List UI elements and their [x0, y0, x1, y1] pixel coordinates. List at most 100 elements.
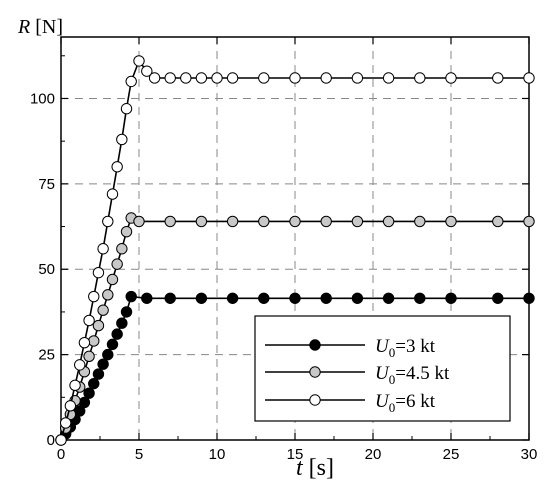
- legend-entry: U0=6 kt: [375, 391, 436, 415]
- data-point: [523, 215, 535, 228]
- legend-marker: [309, 339, 321, 351]
- data-point: [141, 292, 153, 304]
- legend-marker: [309, 366, 321, 378]
- x-tick-label: 30: [521, 446, 538, 463]
- data-point: [445, 215, 457, 228]
- data-point: [445, 292, 457, 304]
- data-point: [92, 319, 105, 332]
- y-tick-label: 75: [38, 176, 55, 193]
- data-point: [180, 72, 192, 84]
- data-point: [258, 72, 270, 84]
- data-point: [141, 65, 153, 77]
- legend-entry: U0=4.5 kt: [375, 363, 450, 387]
- data-point: [64, 400, 77, 412]
- data-point: [133, 215, 145, 228]
- data-point: [258, 215, 270, 228]
- data-point: [523, 72, 535, 84]
- data-point: [111, 328, 123, 340]
- data-point: [492, 72, 504, 84]
- data-point: [120, 103, 133, 115]
- data-point: [111, 161, 123, 173]
- data-point: [111, 258, 123, 270]
- data-point: [116, 243, 128, 255]
- data-point: [59, 417, 72, 429]
- x-tick-label: 10: [209, 446, 226, 463]
- data-point: [83, 387, 95, 399]
- data-point: [226, 292, 239, 304]
- data-point: [102, 289, 114, 301]
- data-point: [102, 215, 114, 228]
- x-tick-label: 5: [135, 446, 143, 463]
- y-tick-label: 50: [38, 261, 55, 278]
- data-point: [116, 317, 128, 329]
- data-point: [164, 72, 176, 84]
- x-tick-label: 25: [443, 446, 460, 463]
- data-point: [320, 72, 332, 84]
- data-point: [148, 72, 161, 84]
- axis-ticks: 0 5 10 15 20 25 30 0 25 50 75 100: [30, 37, 537, 463]
- data-point: [88, 290, 100, 303]
- data-point: [88, 377, 100, 390]
- legend-marker: [309, 394, 321, 406]
- data-point: [382, 292, 395, 304]
- data-point: [83, 314, 95, 327]
- data-point: [258, 292, 270, 304]
- y-tick-label: 25: [38, 347, 55, 364]
- data-point: [164, 292, 176, 304]
- data-point: [195, 215, 208, 228]
- data-point: [97, 358, 109, 370]
- data-point: [120, 225, 133, 238]
- data-point: [83, 350, 95, 363]
- data-point: [97, 304, 109, 316]
- grid-lines: [61, 37, 529, 440]
- x-axis-label: t [s]: [296, 455, 334, 481]
- data-point: [55, 434, 67, 446]
- data-point: [289, 292, 301, 304]
- data-point: [69, 379, 81, 392]
- data-point: [226, 72, 239, 84]
- data-point: [492, 215, 504, 228]
- data-point: [492, 292, 504, 304]
- legend-box: [254, 315, 511, 422]
- data-point: [351, 72, 364, 84]
- data-point: [125, 75, 137, 88]
- legend: U0=3 kt U0=4.5 kt U0=6 kt: [254, 315, 511, 422]
- data-point: [78, 336, 91, 349]
- data-point: [414, 292, 426, 304]
- data-point: [211, 72, 223, 84]
- data-point: [195, 72, 208, 84]
- data-point: [106, 273, 119, 286]
- data-point: [195, 292, 208, 304]
- x-tick-label: 15: [287, 446, 304, 463]
- y-axis-label: R [N]: [17, 16, 63, 38]
- x-tick-label: 20: [365, 446, 382, 463]
- data-point: [414, 72, 426, 84]
- data-point: [102, 348, 114, 361]
- series-group: [55, 55, 535, 446]
- data-point: [351, 215, 364, 228]
- x-tick-label: 0: [57, 446, 65, 463]
- data-point: [125, 290, 137, 303]
- data-point: [92, 368, 105, 380]
- data-point: [92, 266, 105, 279]
- data-point: [226, 215, 239, 228]
- data-point: [106, 188, 119, 200]
- y-tick-label: 100: [30, 90, 55, 107]
- data-point: [120, 306, 133, 318]
- data-point: [88, 335, 100, 347]
- data-point: [351, 292, 364, 304]
- data-point: [116, 133, 128, 146]
- data-point: [320, 215, 332, 228]
- data-point: [106, 338, 119, 351]
- data-point: [523, 292, 535, 304]
- series-2: [55, 55, 535, 446]
- data-point: [97, 243, 109, 255]
- data-point: [382, 72, 395, 84]
- data-point: [133, 55, 145, 67]
- data-point: [445, 72, 457, 84]
- data-point: [289, 72, 301, 84]
- data-point: [289, 215, 301, 228]
- legend-entry: U0=3 kt: [375, 336, 436, 360]
- data-point: [320, 292, 332, 304]
